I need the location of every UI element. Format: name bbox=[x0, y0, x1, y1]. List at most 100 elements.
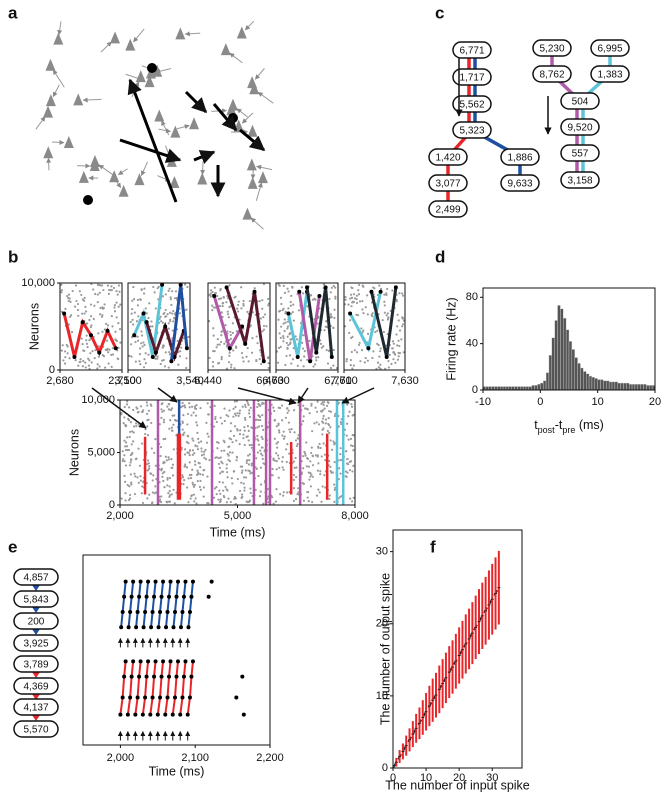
neuron bbox=[73, 93, 84, 106]
background-spike bbox=[96, 363, 99, 366]
bar bbox=[500, 386, 504, 391]
background-spike bbox=[275, 487, 278, 491]
spike bbox=[348, 311, 353, 316]
background-spike bbox=[97, 332, 100, 335]
background-spike bbox=[211, 365, 215, 368]
background-spike bbox=[147, 353, 150, 356]
neuron bbox=[169, 175, 180, 188]
background-spike bbox=[386, 287, 389, 291]
background-spike bbox=[219, 498, 222, 501]
background-spike bbox=[212, 327, 215, 330]
spike bbox=[150, 695, 155, 700]
background-spike bbox=[166, 484, 169, 487]
background-spike bbox=[134, 360, 137, 363]
background-spike bbox=[398, 344, 401, 348]
background-spike bbox=[67, 293, 71, 296]
x-tick-label: 10 bbox=[420, 772, 432, 784]
background-spike bbox=[321, 433, 324, 436]
y-tick-label: 5,000 bbox=[87, 446, 115, 458]
background-spike bbox=[249, 491, 252, 495]
background-spike bbox=[167, 458, 170, 461]
propagation-line bbox=[150, 581, 157, 628]
background-spike bbox=[117, 305, 120, 308]
background-spike bbox=[402, 323, 405, 326]
background-spike bbox=[180, 346, 183, 349]
background-spike bbox=[144, 352, 147, 355]
background-spike bbox=[314, 356, 318, 359]
background-spike bbox=[302, 455, 305, 458]
background-spike bbox=[275, 425, 278, 428]
bar bbox=[517, 386, 521, 391]
background-spike bbox=[316, 469, 320, 472]
background-spike bbox=[191, 453, 194, 456]
background-spike bbox=[324, 486, 327, 489]
background-spike bbox=[302, 347, 305, 350]
chain-node bbox=[560, 118, 600, 136]
bar bbox=[580, 367, 584, 391]
background-spike bbox=[183, 453, 187, 456]
background-spike bbox=[153, 291, 156, 294]
background-spike bbox=[220, 334, 223, 337]
background-spike bbox=[162, 358, 165, 362]
background-spike bbox=[302, 482, 305, 485]
background-spike bbox=[137, 447, 140, 450]
spike bbox=[143, 610, 148, 614]
background-spike bbox=[322, 421, 325, 424]
background-spike bbox=[292, 409, 296, 412]
background-spike bbox=[142, 481, 145, 484]
background-spike bbox=[262, 328, 266, 331]
background-spike bbox=[244, 405, 247, 409]
background-spike bbox=[191, 449, 195, 452]
bar bbox=[522, 386, 527, 391]
plot-frame bbox=[127, 282, 191, 371]
bar bbox=[488, 386, 492, 391]
background-spike bbox=[230, 363, 233, 366]
connection bbox=[35, 116, 46, 130]
background-spike bbox=[311, 298, 315, 301]
node-label: 5,323 bbox=[459, 126, 484, 137]
spike bbox=[120, 610, 125, 614]
background-spike bbox=[379, 350, 382, 353]
background-spike bbox=[345, 360, 348, 363]
background-spike bbox=[184, 406, 187, 409]
background-spike bbox=[89, 303, 93, 306]
connection bbox=[158, 128, 171, 134]
background-spike bbox=[197, 437, 200, 440]
background-spike bbox=[379, 363, 382, 366]
background-spike bbox=[392, 351, 395, 354]
background-spike bbox=[258, 358, 261, 361]
background-spike bbox=[329, 426, 332, 429]
background-spike bbox=[245, 500, 248, 503]
background-spike bbox=[256, 342, 259, 345]
background-spike bbox=[173, 297, 177, 300]
background-spike bbox=[218, 297, 221, 300]
background-spike bbox=[317, 445, 320, 448]
background-spike bbox=[303, 450, 306, 454]
background-spike bbox=[93, 357, 96, 360]
background-spike bbox=[229, 429, 232, 433]
background-spike bbox=[85, 339, 88, 342]
background-spike bbox=[360, 349, 364, 352]
background-spike bbox=[349, 319, 352, 322]
spike bbox=[137, 594, 142, 599]
background-spike bbox=[329, 465, 332, 468]
spike bbox=[144, 674, 149, 679]
background-spike bbox=[314, 454, 317, 457]
background-spike bbox=[90, 361, 93, 364]
background-spike bbox=[282, 468, 285, 471]
background-spike bbox=[110, 365, 113, 369]
background-spike bbox=[195, 502, 198, 505]
background-spike bbox=[145, 312, 148, 315]
background-spike bbox=[82, 359, 85, 363]
background-spike bbox=[286, 287, 289, 290]
background-spike bbox=[188, 454, 191, 457]
background-spike bbox=[112, 286, 116, 290]
background-spike bbox=[267, 362, 270, 365]
background-spike bbox=[310, 404, 313, 407]
background-spike bbox=[139, 298, 142, 302]
background-spike bbox=[296, 442, 299, 446]
connection bbox=[100, 41, 112, 53]
background-spike bbox=[139, 405, 143, 408]
background-spike bbox=[181, 476, 185, 479]
background-spike bbox=[234, 497, 237, 500]
